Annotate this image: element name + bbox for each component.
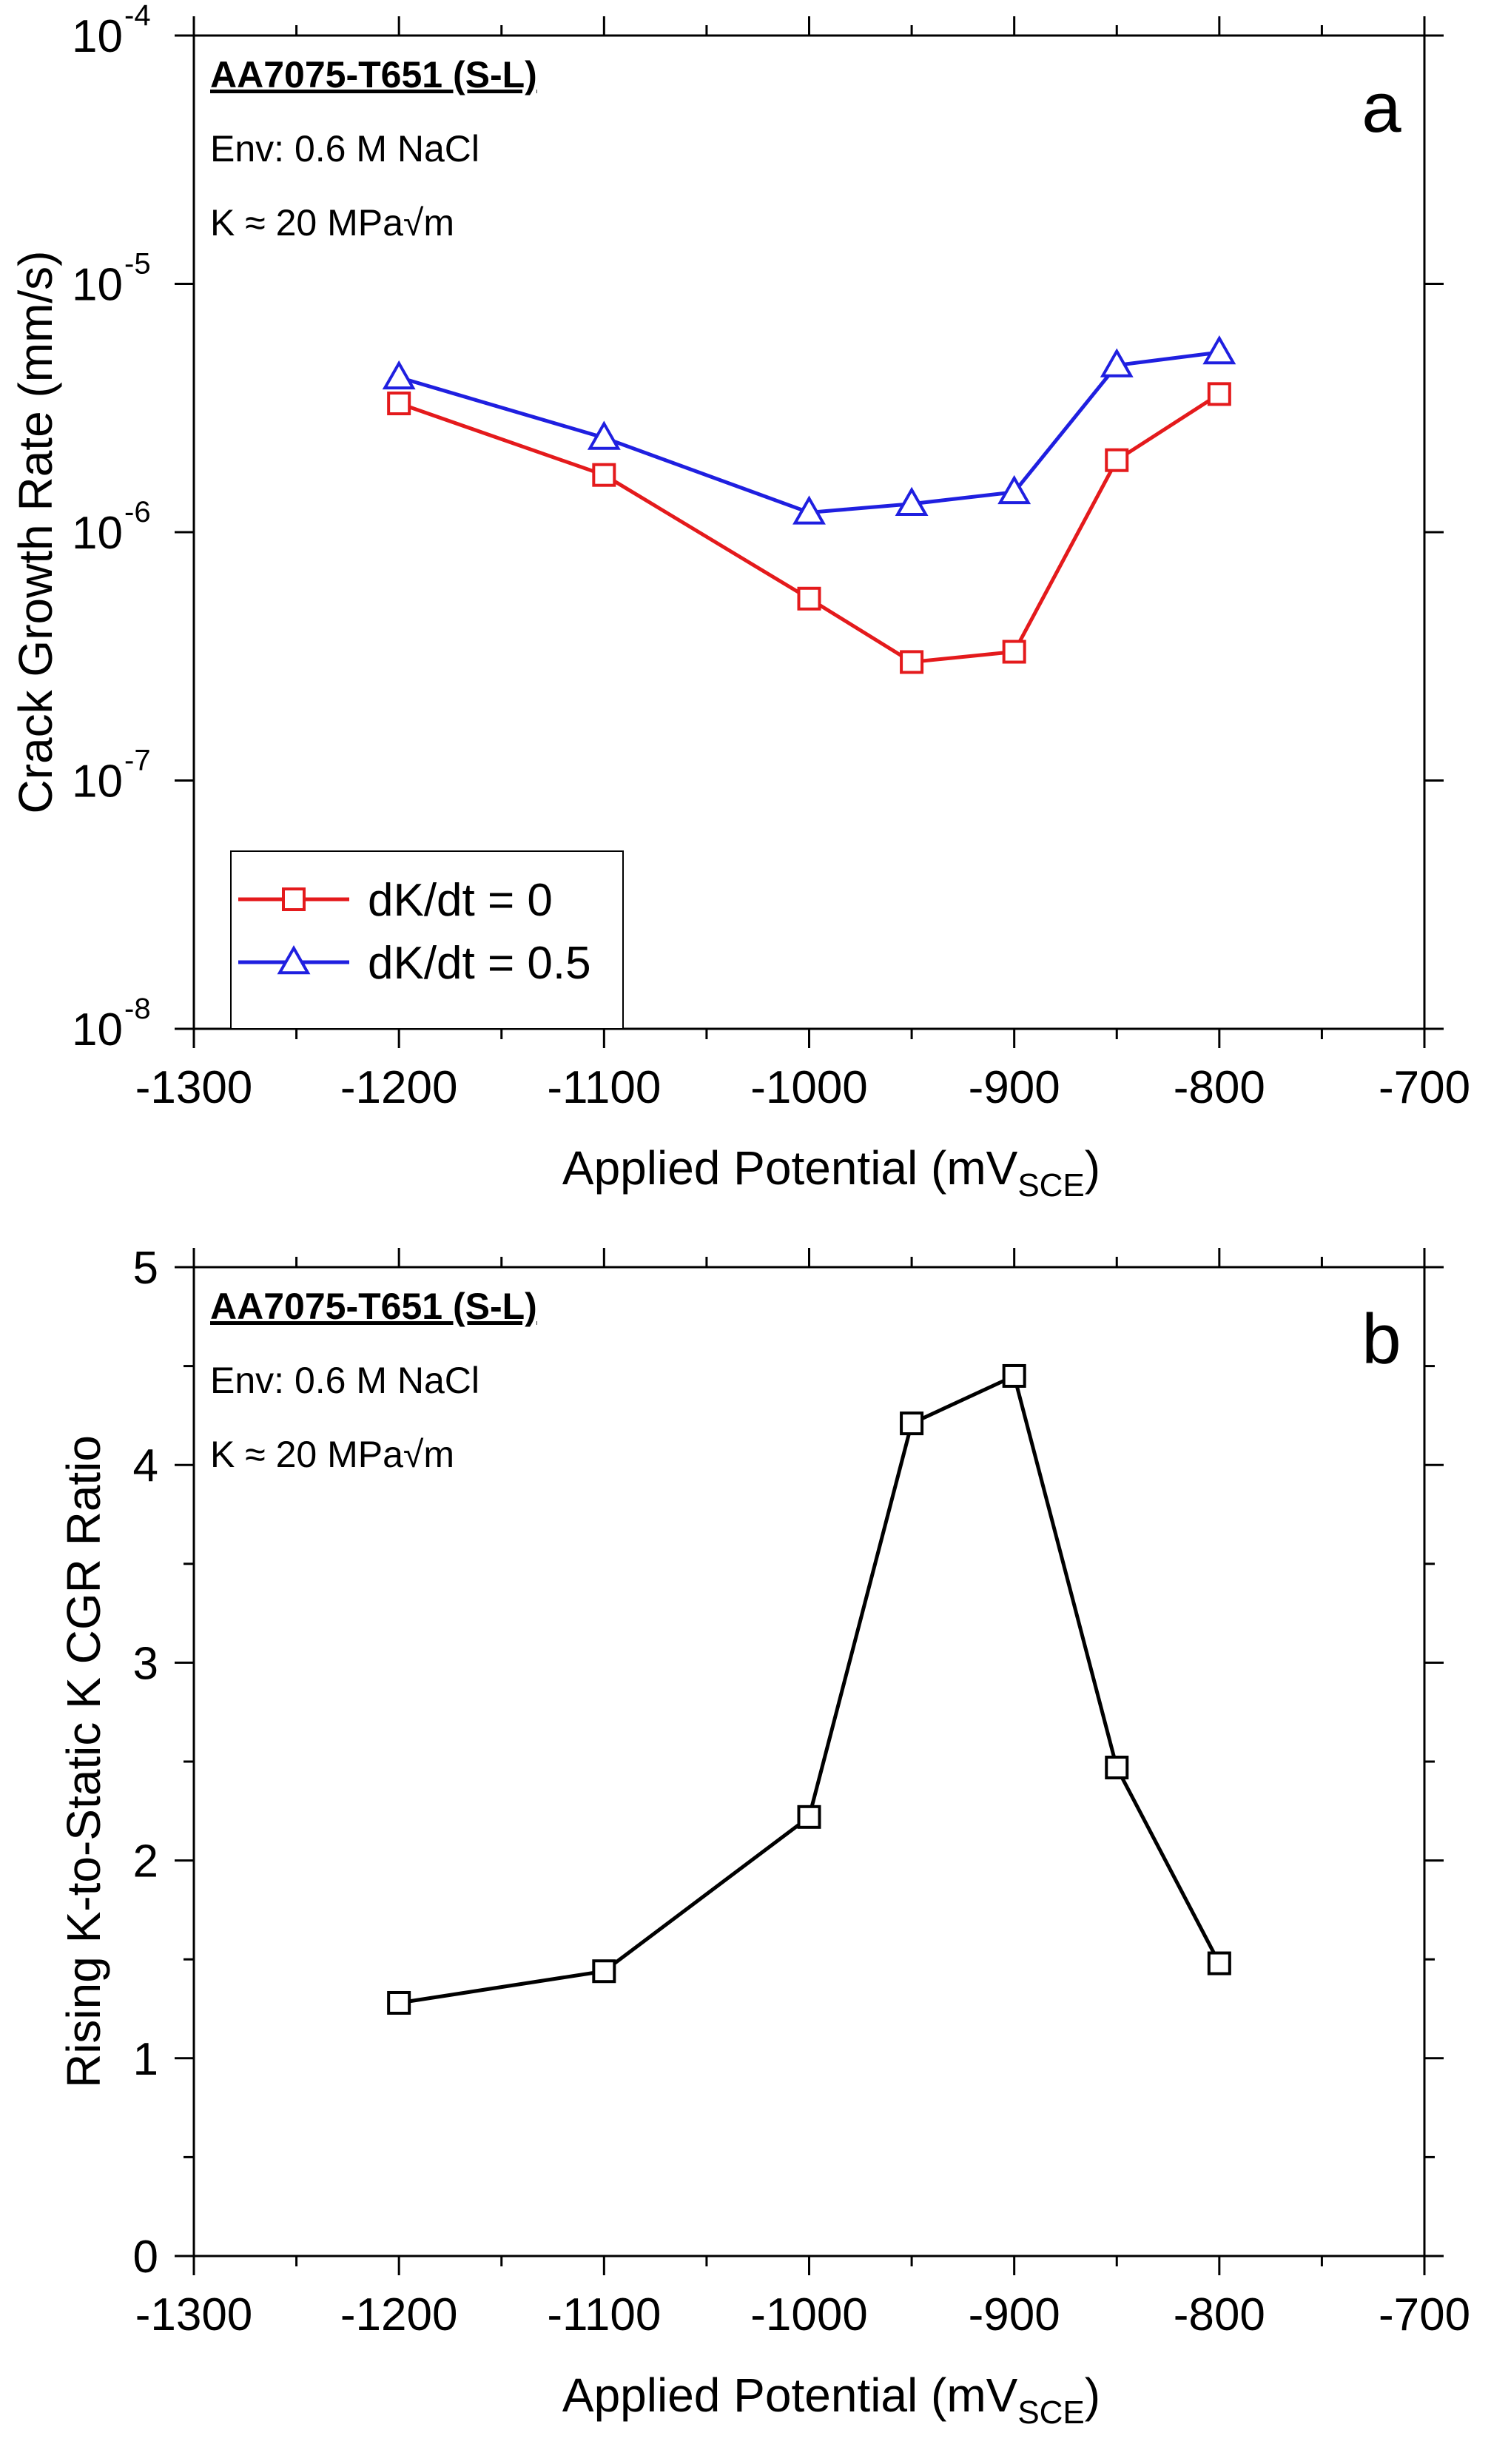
x-axis-title-subscript: SCE — [1017, 2394, 1084, 2431]
annotation-env: Env: 0.6 M NaCl — [210, 1360, 479, 1401]
annotation-k: K ≈ 20 MPa√m — [210, 202, 454, 244]
x-tick-label: -700 — [1379, 1062, 1470, 1113]
y-tick-label: 5 — [133, 1243, 158, 1294]
data-point — [1202, 335, 1236, 365]
data-point — [900, 650, 924, 674]
data-point — [900, 1411, 924, 1436]
y-axis-title: Rising K-to-Static K CGR Ratio — [57, 1435, 110, 2088]
legend-marker — [277, 944, 311, 975]
data-point — [592, 463, 616, 487]
data-point — [1002, 640, 1026, 664]
y-tick-exponent: -7 — [124, 745, 151, 777]
data-point — [797, 1805, 821, 1829]
y-tick-label: 2 — [133, 1836, 158, 1887]
y-tick-label: 10 — [72, 1004, 123, 1055]
x-tick-label: -800 — [1174, 1062, 1265, 1113]
data-point — [387, 392, 411, 416]
annotation-k: K ≈ 20 MPa√m — [210, 1434, 454, 1475]
series-line — [398, 392, 1221, 664]
data-point — [997, 474, 1031, 505]
x-axis-title-main: Applied Potential (mV — [562, 1141, 1018, 1195]
y-tick-label: 1 — [133, 2034, 158, 2085]
x-axis-title-main: Applied Potential (mV — [562, 2369, 1018, 2422]
data-point — [1105, 1756, 1129, 1780]
y-tick-exponent: -5 — [124, 248, 151, 281]
series-0 — [387, 1363, 1231, 2015]
data-point — [1207, 1951, 1231, 1975]
data-point — [797, 586, 821, 611]
x-tick-label: -1000 — [750, 2289, 868, 2340]
x-tick-label: -900 — [969, 2289, 1060, 2340]
legend-label: dK/dt = 0 — [368, 875, 553, 926]
panel-b: -1300 -1200 -1100 -1000 -900 -800 -700 0 1 2 3 4 5 Ap… — [57, 1243, 1470, 2431]
legend-label: dK/dt = 0.5 — [368, 938, 591, 989]
x-tick-label: -900 — [969, 1062, 1060, 1113]
x-tick-label: -1200 — [340, 1062, 458, 1113]
y-tick-label: 10 — [72, 260, 123, 311]
data-point — [1105, 448, 1129, 472]
data-point — [587, 420, 621, 450]
annotation-title: AA7075-T651 (S-L) — [210, 1286, 537, 1327]
annotation-title: AA7075-T651 (S-L) — [210, 54, 537, 95]
y-tick-label: 4 — [133, 1440, 158, 1491]
x-axis-title: Applied Potential (mVSCE) — [562, 2369, 1100, 2431]
y-tick-exponent: -6 — [124, 496, 151, 528]
data-point — [387, 1990, 411, 2015]
x-tick-label: -1300 — [135, 2289, 253, 2340]
y-tick-label: 0 — [133, 2232, 158, 2283]
data-point — [1002, 1363, 1026, 1388]
y-tick-exponent: -8 — [124, 993, 151, 1025]
x-axis-title: Applied Potential (mVSCE) — [562, 1141, 1100, 1204]
panel-letter: a — [1362, 68, 1401, 147]
x-tick-label: -1100 — [547, 1062, 661, 1113]
x-axis-title-subscript: SCE — [1017, 1167, 1084, 1204]
annotation-env: Env: 0.6 M NaCl — [210, 128, 479, 169]
y-tick-label: 10 — [72, 11, 123, 62]
legend: dK/dt = 0 dK/dt = 0.5 — [230, 850, 624, 1030]
x-tick-label: -800 — [1174, 2289, 1265, 2340]
series-line — [398, 350, 1220, 514]
series-line — [398, 1374, 1222, 2005]
data-point — [382, 360, 416, 390]
data-point — [592, 1959, 616, 1984]
x-tick-label: -1200 — [340, 2289, 458, 2340]
series-1 — [382, 335, 1236, 525]
y-axis-title: Crack Growth Rate (mm/s) — [9, 251, 62, 814]
data-point — [895, 486, 929, 517]
x-tick-label: -1000 — [750, 1062, 868, 1113]
series-0 — [387, 382, 1231, 674]
y-tick-exponent: -4 — [124, 0, 151, 32]
x-tick-label: -700 — [1379, 2289, 1470, 2340]
x-tick-label: -1100 — [547, 2289, 661, 2340]
x-axis-title-suffix: ) — [1085, 1141, 1100, 1195]
x-axis-title-suffix: ) — [1085, 2369, 1100, 2422]
legend-marker — [282, 887, 306, 911]
panel-a: -1300 -1200 -1100 -1000 -900 -800 -70010-810-7… — [9, 0, 1470, 1204]
y-tick-label: 10 — [72, 756, 123, 808]
panel-letter: b — [1362, 1300, 1401, 1379]
y-tick-label: 10 — [72, 508, 123, 559]
legend-box — [230, 850, 624, 1030]
data-point — [792, 495, 826, 525]
plot-frame — [192, 1266, 1426, 2257]
data-point — [1100, 348, 1134, 377]
data-point — [1207, 382, 1231, 406]
x-tick-label: -1300 — [135, 1062, 253, 1113]
y-tick-label: 3 — [133, 1638, 158, 1689]
